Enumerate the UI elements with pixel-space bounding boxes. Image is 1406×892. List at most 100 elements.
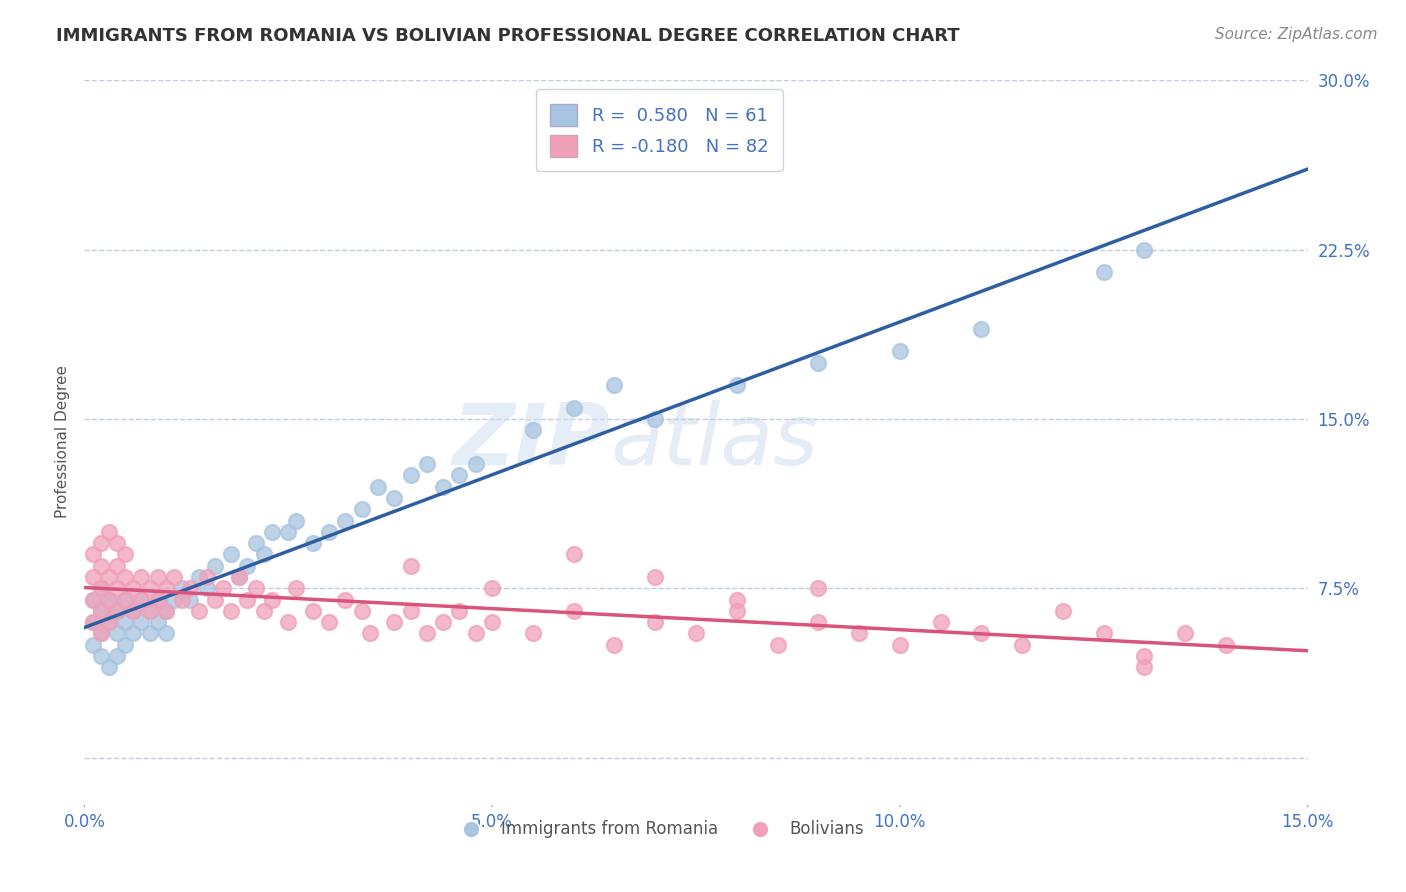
Point xyxy=(1092,265,1115,279)
Point xyxy=(114,615,136,630)
Point xyxy=(82,592,104,607)
Point xyxy=(90,648,112,663)
Point xyxy=(90,604,112,618)
Point xyxy=(603,378,626,392)
Point xyxy=(179,582,201,596)
Point xyxy=(1133,660,1156,674)
Point xyxy=(301,604,323,618)
Point xyxy=(725,604,748,618)
Point xyxy=(416,457,439,471)
Point xyxy=(97,592,120,607)
Point xyxy=(260,592,283,607)
Point xyxy=(82,592,104,607)
Point xyxy=(848,626,870,640)
Point xyxy=(432,615,454,630)
Point xyxy=(522,423,544,437)
Point xyxy=(603,638,626,652)
Point xyxy=(131,592,153,607)
Point xyxy=(685,626,707,640)
Point xyxy=(138,626,160,640)
Point xyxy=(105,558,128,573)
Point xyxy=(97,615,120,630)
Point xyxy=(82,615,104,630)
Point xyxy=(172,582,194,596)
Point xyxy=(105,536,128,550)
Point xyxy=(644,615,666,630)
Point xyxy=(122,582,145,596)
Point xyxy=(105,582,128,596)
Point xyxy=(301,536,323,550)
Point xyxy=(562,548,585,562)
Point xyxy=(335,514,357,528)
Point xyxy=(285,514,308,528)
Point xyxy=(195,582,218,596)
Point xyxy=(163,592,186,607)
Point xyxy=(114,592,136,607)
Point xyxy=(138,604,160,618)
Point xyxy=(97,660,120,674)
Point xyxy=(179,592,201,607)
Point xyxy=(163,570,186,584)
Point xyxy=(318,615,340,630)
Point xyxy=(82,615,104,630)
Point xyxy=(146,592,169,607)
Point xyxy=(1011,638,1033,652)
Text: atlas: atlas xyxy=(610,400,818,483)
Point xyxy=(114,638,136,652)
Point xyxy=(105,604,128,618)
Point xyxy=(146,570,169,584)
Point xyxy=(146,615,169,630)
Point xyxy=(253,604,276,618)
Point xyxy=(105,648,128,663)
Point xyxy=(187,604,209,618)
Point xyxy=(90,558,112,573)
Point xyxy=(155,626,177,640)
Point xyxy=(219,604,242,618)
Point xyxy=(1092,626,1115,640)
Point xyxy=(562,604,585,618)
Point xyxy=(146,592,169,607)
Point xyxy=(522,626,544,640)
Point xyxy=(725,378,748,392)
Point xyxy=(350,604,373,618)
Point xyxy=(432,480,454,494)
Point xyxy=(131,615,153,630)
Point xyxy=(172,592,194,607)
Text: Source: ZipAtlas.com: Source: ZipAtlas.com xyxy=(1215,27,1378,42)
Point xyxy=(449,604,471,618)
Point xyxy=(889,344,911,359)
Point xyxy=(82,570,104,584)
Point xyxy=(204,592,226,607)
Text: ZIP: ZIP xyxy=(453,400,610,483)
Point xyxy=(228,570,250,584)
Point xyxy=(807,355,830,369)
Point xyxy=(1133,243,1156,257)
Point xyxy=(277,615,299,630)
Point xyxy=(105,604,128,618)
Point xyxy=(1133,648,1156,663)
Point xyxy=(82,548,104,562)
Point xyxy=(236,592,259,607)
Point xyxy=(155,582,177,596)
Point xyxy=(970,321,993,335)
Y-axis label: Professional Degree: Professional Degree xyxy=(55,365,70,518)
Point xyxy=(131,592,153,607)
Point xyxy=(399,604,422,618)
Point xyxy=(807,615,830,630)
Point xyxy=(228,570,250,584)
Point xyxy=(82,638,104,652)
Point xyxy=(889,638,911,652)
Point xyxy=(90,626,112,640)
Point xyxy=(236,558,259,573)
Point xyxy=(382,491,405,505)
Point xyxy=(155,604,177,618)
Point xyxy=(187,570,209,584)
Point xyxy=(105,626,128,640)
Point xyxy=(245,582,267,596)
Point xyxy=(97,592,120,607)
Point xyxy=(90,582,112,596)
Point xyxy=(131,570,153,584)
Point xyxy=(277,524,299,539)
Point xyxy=(449,468,471,483)
Point xyxy=(359,626,381,640)
